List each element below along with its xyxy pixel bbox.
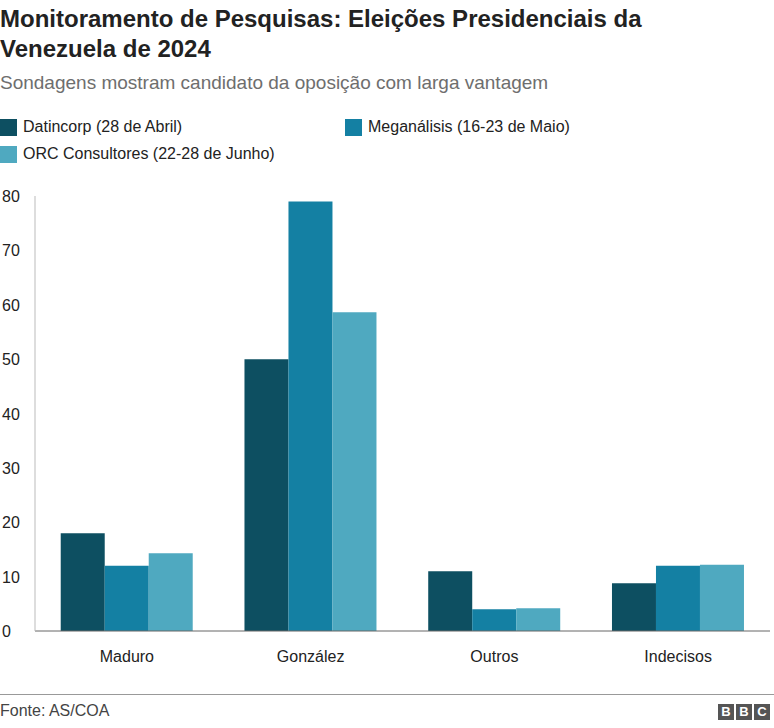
html-text:B: B — [739, 704, 749, 719]
svg-text:Outros: Outros — [470, 648, 518, 665]
html-text:Sondagens mostram candidato da: Sondagens mostram candidato da oposição … — [0, 72, 549, 93]
svg-text:Indecisos: Indecisos — [644, 648, 712, 665]
svg-text:60: 60 — [8, 297, 20, 314]
svg-text:80: 80 — [8, 188, 20, 205]
svg-text:70: 70 — [8, 242, 20, 259]
html-text:B: B — [721, 704, 731, 719]
html-text:Monitoramento de Pesquisas: El: Monitoramento de Pesquisas: Eleições Pre… — [0, 5, 642, 62]
html-text:ORC Consultores (22-28 de Junh: ORC Consultores (22-28 de Junho) — [23, 145, 275, 162]
svg-text:Maduro: Maduro — [100, 648, 154, 665]
html-text:Datincorp (28 de Abril): Datincorp (28 de Abril) — [23, 118, 183, 135]
svg-text:González: González — [277, 648, 345, 665]
svg-text:10: 10 — [8, 569, 20, 586]
svg-text:30: 30 — [8, 460, 20, 477]
html-text:Fonte: AS/COA: Fonte: AS/COA — [0, 702, 110, 719]
svg-text:50: 50 — [8, 351, 20, 368]
svg-text:0: 0 — [8, 623, 11, 640]
svg-text:20: 20 — [8, 514, 20, 531]
html-text:C: C — [757, 704, 767, 719]
html-text:Meganálisis (16-23 de Maio): Meganálisis (16-23 de Maio) — [368, 118, 570, 135]
svg-text:40: 40 — [8, 406, 20, 423]
